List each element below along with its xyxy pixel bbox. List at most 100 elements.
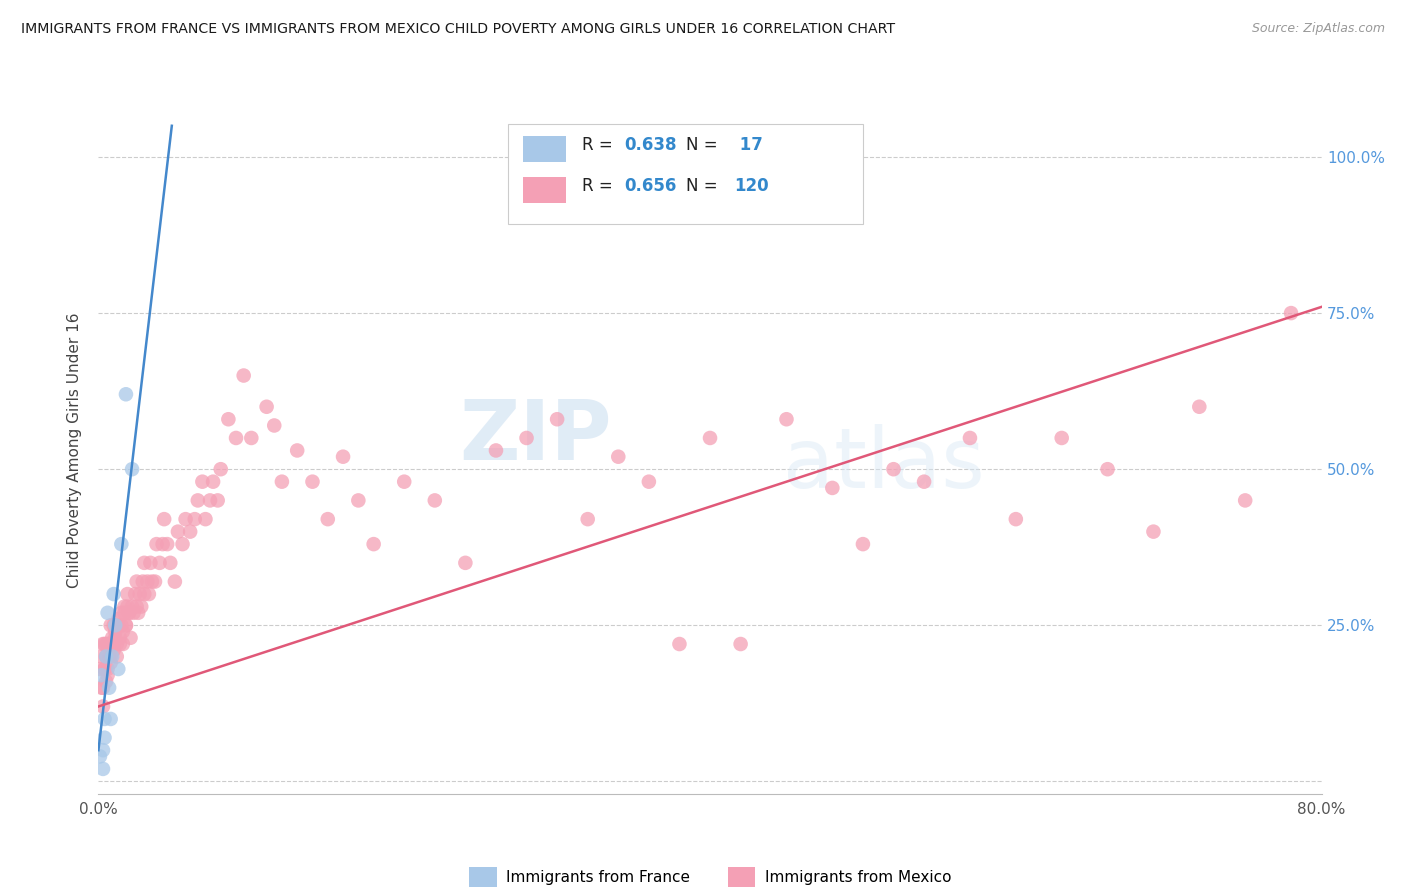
Y-axis label: Child Poverty Among Girls Under 16: Child Poverty Among Girls Under 16: [67, 313, 83, 588]
Point: [174, 512, 197, 526]
Point: [194, 512, 217, 526]
Point: [270, 475, 292, 489]
Point: [128, 587, 150, 601]
Point: [98, 649, 121, 664]
Point: [118, 606, 141, 620]
Point: [163, 574, 186, 589]
Point: [97, 606, 120, 620]
Point: [100, 618, 122, 632]
Point: [103, 618, 125, 632]
Point: [125, 574, 148, 589]
Point: [117, 587, 139, 601]
Point: [97, 637, 120, 651]
Point: [115, 387, 138, 401]
Point: [959, 431, 981, 445]
Text: R =: R =: [582, 177, 617, 195]
Point: [105, 649, 128, 664]
Point: [112, 599, 135, 614]
Point: [240, 431, 263, 445]
Point: [637, 475, 661, 489]
Point: [89, 749, 111, 764]
Point: [94, 649, 117, 664]
Point: [91, 681, 114, 695]
Point: [115, 618, 138, 632]
Point: [256, 400, 278, 414]
Point: [122, 606, 145, 620]
Point: [117, 599, 139, 614]
Point: [263, 418, 285, 433]
Point: [198, 493, 221, 508]
Text: 0.656: 0.656: [624, 177, 676, 195]
Point: [187, 493, 209, 508]
Text: IMMIGRANTS FROM FRANCE VS IMMIGRANTS FROM MEXICO CHILD POVERTY AMONG GIRLS UNDER: IMMIGRANTS FROM FRANCE VS IMMIGRANTS FRO…: [21, 22, 896, 37]
Point: [100, 656, 122, 670]
Text: ZIP: ZIP: [460, 396, 612, 477]
Point: [883, 462, 905, 476]
Point: [423, 493, 446, 508]
Point: [152, 537, 174, 551]
Point: [153, 512, 176, 526]
Point: [100, 712, 122, 726]
Point: [93, 662, 115, 676]
Point: [120, 631, 142, 645]
Point: [912, 475, 935, 489]
Point: [134, 587, 156, 601]
Point: [89, 662, 111, 676]
Point: [363, 537, 385, 551]
Point: [93, 712, 115, 726]
Point: [821, 481, 844, 495]
Point: [454, 556, 477, 570]
Point: [127, 606, 149, 620]
Point: [107, 618, 129, 632]
Point: [145, 537, 167, 551]
Point: [217, 412, 239, 426]
Point: [392, 475, 416, 489]
Point: [110, 618, 132, 632]
Point: [101, 631, 124, 645]
Point: [91, 743, 114, 757]
Point: [134, 556, 156, 570]
Point: [347, 493, 370, 508]
FancyBboxPatch shape: [523, 178, 565, 203]
Point: [94, 674, 117, 689]
Point: [104, 624, 127, 639]
Point: [1004, 512, 1026, 526]
Point: [546, 412, 568, 426]
Point: [98, 637, 121, 651]
Text: R =: R =: [582, 136, 617, 153]
Point: [301, 475, 323, 489]
Point: [121, 462, 143, 476]
Legend: Immigrants from France, Immigrants from Mexico: Immigrants from France, Immigrants from …: [463, 861, 957, 892]
Point: [97, 662, 120, 676]
Text: 120: 120: [734, 177, 769, 195]
Point: [125, 599, 148, 614]
Point: [91, 699, 114, 714]
Point: [132, 574, 155, 589]
Point: [98, 681, 121, 695]
Point: [730, 637, 752, 651]
Point: [103, 587, 125, 601]
Point: [108, 631, 131, 645]
Point: [232, 368, 254, 383]
Point: [101, 649, 124, 664]
Point: [108, 637, 131, 651]
Point: [138, 587, 160, 601]
Point: [115, 618, 138, 632]
Point: [149, 556, 172, 570]
Point: [93, 662, 115, 676]
Point: [90, 681, 112, 695]
Point: [699, 431, 721, 445]
Point: [91, 762, 114, 776]
Point: [607, 450, 630, 464]
Point: [110, 537, 132, 551]
Point: [225, 431, 247, 445]
Point: [1050, 431, 1073, 445]
Point: [136, 574, 159, 589]
Point: [179, 524, 201, 539]
Point: [129, 599, 152, 614]
Point: [141, 574, 163, 589]
Point: [852, 537, 875, 551]
Point: [668, 637, 690, 651]
Text: N =: N =: [686, 136, 723, 153]
FancyBboxPatch shape: [523, 136, 565, 162]
